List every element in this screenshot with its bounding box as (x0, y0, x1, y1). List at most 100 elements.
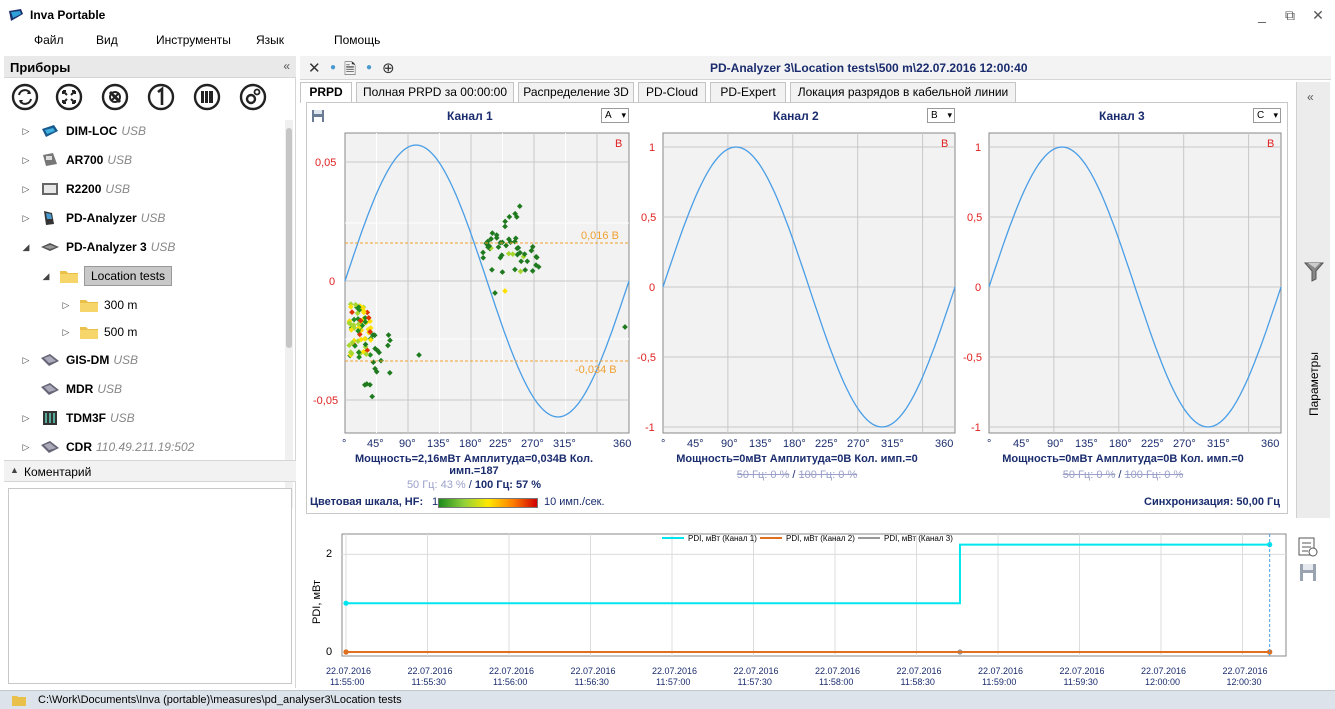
tree-item-500m[interactable]: ▷ 500 m (60, 321, 138, 343)
pd-point (367, 337, 374, 343)
expand-arrow-icon[interactable]: ▷ (22, 183, 30, 194)
x-tick: 90° (399, 438, 416, 450)
parameters-panel[interactable]: « Параметры (1296, 82, 1330, 518)
pd-point (521, 251, 528, 257)
crosshair-icon[interactable]: ⊕ (382, 60, 395, 77)
menu-tools[interactable]: Инструменты (156, 33, 231, 47)
tree-item-pd-analyzer-3[interactable]: ◢ PD-Analyzer 3 USB (20, 236, 176, 258)
expand-arrow-icon[interactable]: ▷ (22, 354, 30, 365)
number-one-icon[interactable] (146, 82, 176, 112)
disconnect-icon[interactable] (100, 82, 130, 112)
menu-help[interactable]: Помощь (334, 33, 381, 47)
expand-icon[interactable] (54, 82, 84, 112)
expand-arrow-icon[interactable]: ▷ (22, 154, 30, 165)
pd-point (372, 345, 378, 352)
folder-icon (60, 270, 78, 283)
channel-frequency: 50 Гц: 0 % / 100 Гц: 0 % (965, 469, 1281, 481)
tree-item-location-tests[interactable]: ◢ Location tests (40, 265, 173, 287)
devices-panel-title: Приборы (10, 60, 71, 75)
tree-item-mdr[interactable]: MDR USB (20, 378, 122, 400)
tab-pd-expert[interactable]: PD-Expert (710, 82, 786, 102)
menu-view[interactable]: Вид (96, 33, 118, 47)
status-bar: C:\Work\Documents\Inva (portable)\measur… (0, 690, 1335, 709)
tab-pd-cloud[interactable]: PD-Cloud (638, 82, 706, 102)
menu-language[interactable]: Язык (256, 33, 285, 47)
phase-select[interactable]: B (927, 108, 955, 123)
pd-point (489, 230, 496, 236)
comment-textarea[interactable] (8, 488, 292, 684)
device-icon (41, 243, 59, 251)
tree-item-ar700[interactable]: ▷ AR700 USB (20, 149, 132, 171)
tree-item-cdr[interactable]: ▷ CDR 110.49.211.19:502 (20, 436, 195, 458)
collapse-up-icon[interactable]: ▲ (10, 465, 19, 475)
tree-item-300m[interactable]: ▷ 300 m (60, 294, 138, 316)
refresh-icon[interactable] (10, 82, 40, 112)
library-icon[interactable] (192, 82, 222, 112)
restore-button[interactable]: ⧉ (1285, 7, 1295, 23)
expand-arrow-icon[interactable]: ▷ (22, 125, 30, 136)
tree-scrollbar-thumb[interactable] (286, 128, 292, 348)
x-tick: 315° (881, 438, 904, 450)
expand-arrow-icon[interactable]: ▷ (22, 441, 30, 452)
close-icon[interactable]: ✕ (308, 60, 321, 77)
corner-phase-label: B (941, 138, 948, 150)
minimize-button[interactable]: _ (1258, 7, 1266, 23)
expand-parameters-button[interactable]: « (1307, 90, 1314, 104)
pdi-trend-svg[interactable]: PDI, мВт 2 0 PDI, мВт (Канал 1) PDI, мВт … (306, 528, 1290, 690)
expand-arrow-icon[interactable]: ▷ (62, 326, 70, 337)
y-tick: -1 (971, 422, 981, 434)
expand-arrow-icon[interactable]: ▷ (22, 412, 30, 423)
save-disk-icon[interactable] (1296, 562, 1320, 584)
tab-prpd[interactable]: PRPD (300, 82, 352, 103)
sync-frequency: Синхронизация: 50,00 Гц (1144, 496, 1280, 508)
pd-point (502, 218, 508, 225)
prpd-chart-1[interactable]: 0,016 В -0,034 В B 0,05 0 -0,05 ° 45° 90… (309, 125, 633, 455)
prpd-chart-3[interactable]: B 1 0,5 0 -0,5 -1 ° 45° 90° 135° 180° 22… (961, 125, 1285, 455)
device-connection: USB (121, 124, 147, 138)
trend-series (343, 534, 1273, 656)
pd-point (506, 213, 513, 220)
pd-point (512, 266, 518, 273)
x-tick: 315° (1207, 438, 1230, 450)
document-icon[interactable]: 🗎 (344, 61, 357, 78)
pd-point (486, 243, 493, 249)
collapse-arrow-icon[interactable]: ◢ (42, 270, 50, 281)
tree-item-tdm3f[interactable]: ▷ TDM3F USB (20, 407, 135, 429)
tree-item-dim-loc[interactable]: ▷ DIM-LOC USB (20, 120, 146, 142)
trend-x-ticks: 22.07.201611:55:0022.07.201611:55:3022.0… (326, 666, 1268, 687)
tree-item-gis-dm[interactable]: ▷ GIS-DM USB (20, 349, 139, 371)
x-tick-date: 22.07.2016 (408, 666, 453, 676)
phase-select[interactable]: C (1253, 108, 1281, 123)
collapse-panel-button[interactable]: « (283, 59, 290, 73)
tree-scrollbar[interactable] (285, 120, 293, 508)
tab-distribution-3d[interactable]: Распределение 3D (518, 82, 634, 102)
y-tick: -0,5 (963, 352, 982, 364)
comment-header[interactable]: ▲ Коментарий (4, 460, 296, 482)
save-icon[interactable] (311, 109, 325, 123)
app-logo-icon (9, 9, 23, 21)
pd-point (357, 317, 364, 324)
close-button[interactable]: ✕ (1312, 7, 1324, 23)
color-scale-max: 10 имп./сек. (544, 496, 605, 508)
tree-item-r2200[interactable]: ▷ R2200 USB (20, 178, 131, 200)
tree-item-pd-analyzer[interactable]: ▷ PD-Analyzer USB (20, 207, 165, 229)
x-tick: 135° (427, 438, 450, 450)
pd-point (506, 236, 512, 243)
menu-file[interactable]: Файл (34, 33, 64, 47)
device-name: GIS-DM (66, 353, 110, 367)
x-tick-time: 11:59:00 (982, 677, 1016, 687)
settings-icon[interactable] (238, 82, 268, 112)
freq-100hz: 100 Гц: 0 % (798, 469, 858, 481)
tab-cable-location[interactable]: Локация разрядов в кабельной линии (790, 82, 1016, 102)
expand-arrow-icon[interactable]: ▷ (22, 212, 30, 223)
phase-select[interactable]: A (601, 108, 629, 123)
prpd-chart-2[interactable]: B 1 0,5 0 -0,5 -1 ° 45° 90° 135° 180° 22… (635, 125, 959, 455)
expand-arrow-icon[interactable]: ▷ (62, 299, 70, 310)
tab-full-prpd[interactable]: Полная PRPD за 00:00:00 (356, 82, 514, 102)
export-table-icon[interactable] (1296, 536, 1320, 558)
x-tick-time: 11:59:30 (1064, 677, 1098, 687)
filter-icon[interactable] (1303, 260, 1325, 282)
pd-point (362, 341, 369, 348)
pd-point (495, 244, 502, 250)
collapse-arrow-icon[interactable]: ◢ (22, 241, 30, 252)
